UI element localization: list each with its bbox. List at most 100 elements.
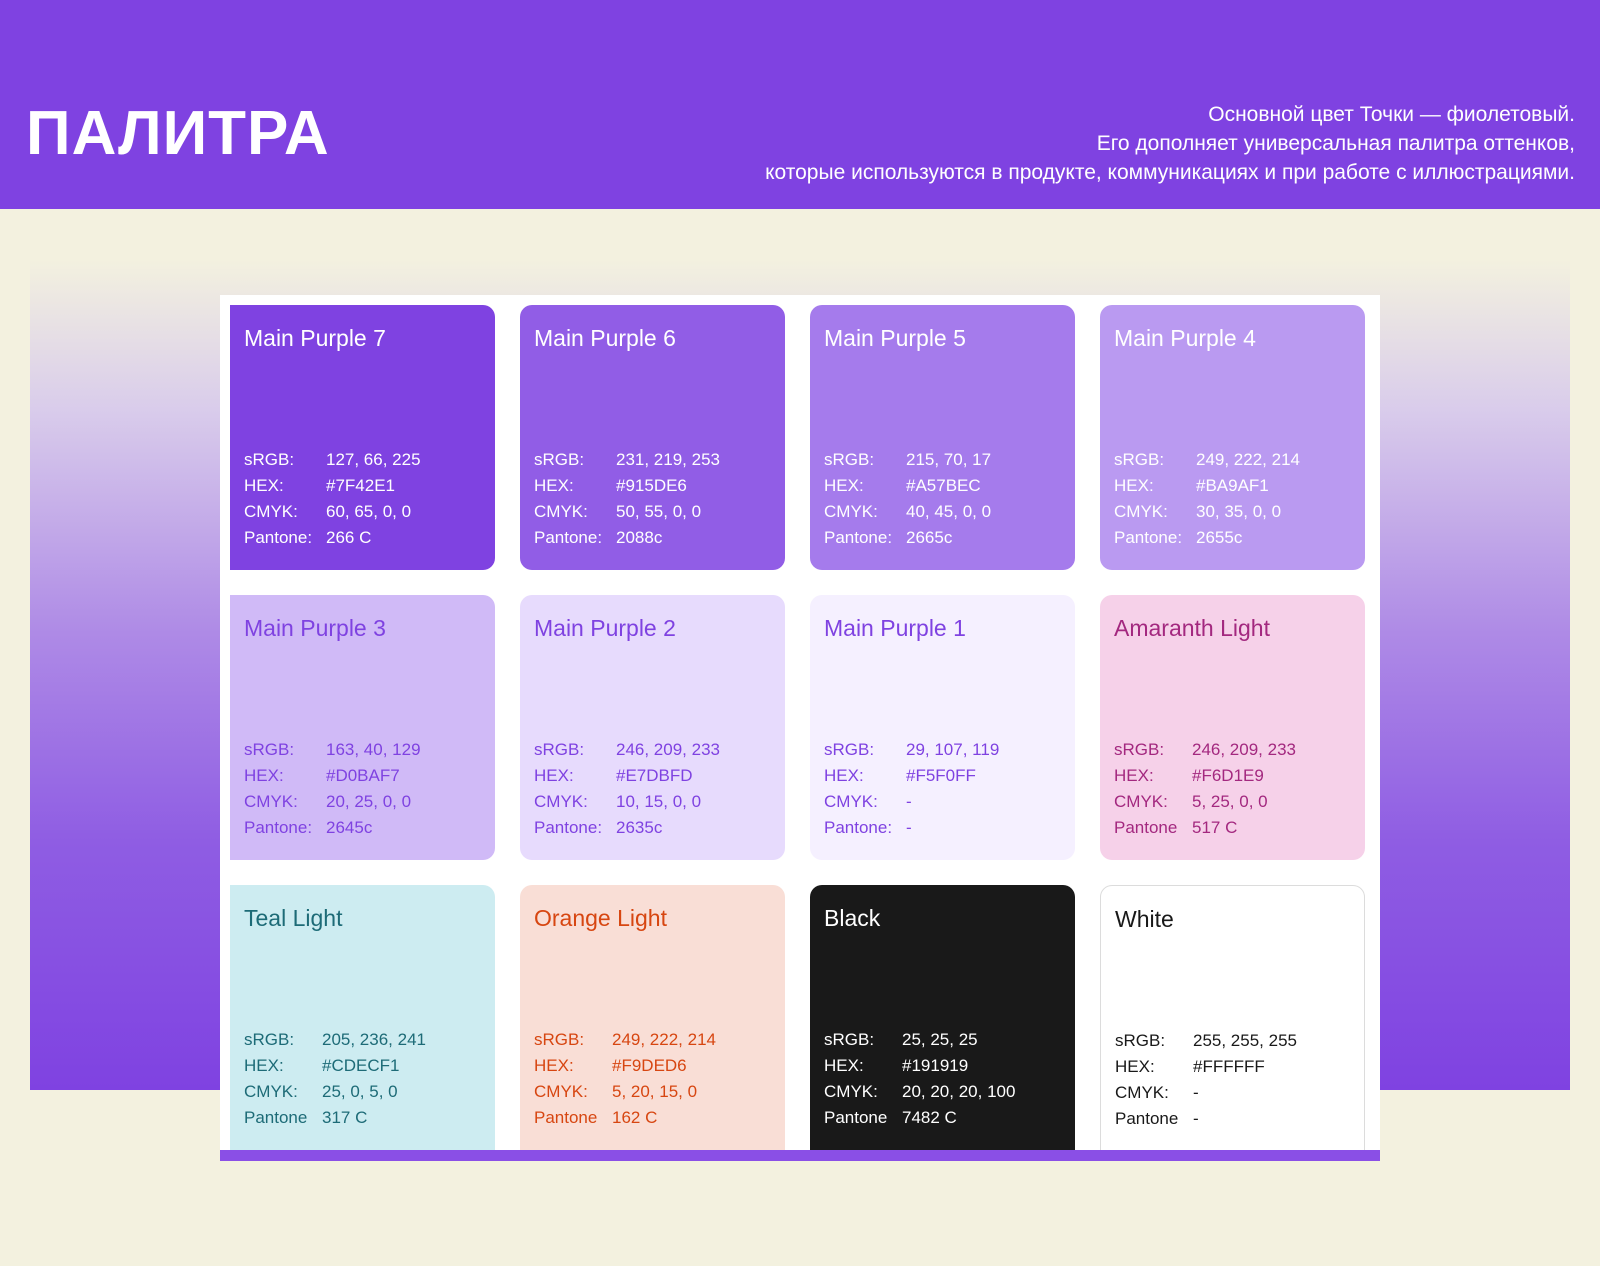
spec-row-pantone: Pantone 517 C — [1114, 815, 1296, 841]
spec-label-cmyk: CMYK: — [1114, 502, 1168, 521]
spec-value-cmyk: 5, 20, 15, 0 — [612, 1082, 698, 1101]
spec-label-srgb: sRGB: — [824, 740, 875, 759]
intro-line: которые используются в продукте, коммуни… — [765, 161, 1575, 184]
spec-value-srgb: 29, 107, 119 — [906, 740, 1000, 759]
spec-label-srgb: sRGB: — [824, 1030, 875, 1049]
spec-label-cmyk: CMYK: — [244, 1082, 298, 1101]
spec-label-srgb: sRGB: — [534, 450, 585, 469]
intro-line: Основной цвет Точки — фиолетовый. — [1208, 103, 1575, 126]
spec-row-hex: HEX: #F5F0FF — [824, 763, 999, 789]
spec-value-hex: #F6D1E9 — [1192, 766, 1264, 785]
spec-row-hex: HEX: #E7DBFD — [534, 763, 720, 789]
swatch-name: White — [1115, 906, 1174, 932]
spec-label-pantone: Pantone — [244, 1108, 308, 1127]
spec-label-cmyk: CMYK: — [824, 792, 878, 811]
spec-value-srgb: 127, 66, 225 — [326, 450, 421, 469]
spec-label-pantone: Pantone: — [1114, 528, 1183, 547]
swatch-specs: sRGB: 249, 222, 214 HEX: #BA9AF1 CMYK: 30, 35… — [1114, 447, 1300, 551]
spec-value-srgb: 163, 40, 129 — [326, 740, 421, 759]
spec-value-hex: #7F42E1 — [326, 476, 395, 495]
swatch-card: Main Purple 7 sRGB: 127, 66, 225 HEX: #7F42E… — [230, 305, 495, 570]
spec-row-srgb: sRGB: 205, 236, 241 — [244, 1027, 426, 1053]
spec-row-pantone: Pantone: 2645c — [244, 815, 421, 841]
swatch-card: Main Purple 5 sRGB: 215, 70, 17 HEX: #A57BEC… — [810, 305, 1075, 570]
spec-value-hex: #D0BAF7 — [326, 766, 400, 785]
spec-value-srgb: 205, 236, 241 — [322, 1030, 426, 1049]
spec-row-hex: HEX: #CDECF1 — [244, 1053, 426, 1079]
spec-label-hex: HEX: — [244, 766, 284, 785]
spec-label-srgb: sRGB: — [1115, 1031, 1166, 1050]
spec-value-hex: #915DE6 — [616, 476, 687, 495]
swatch-card: Black sRGB: 25, 25, 25 HEX: #191919 CMYK: 20, … — [810, 885, 1075, 1161]
spec-value-srgb: 246, 209, 233 — [616, 740, 720, 759]
spec-value-pantone: - — [1193, 1109, 1199, 1128]
swatch-name: Main Purple 2 — [534, 615, 676, 641]
swatch-specs: sRGB: 255, 255, 255 HEX: #FFFFFF CMYK: - Panto… — [1115, 1028, 1297, 1132]
intro-text: Основной цвет Точки — фиолетовый. Его до… — [575, 100, 1575, 187]
spec-label-srgb: sRGB: — [244, 450, 295, 469]
spec-row-hex: HEX: #D0BAF7 — [244, 763, 421, 789]
spec-label-pantone: Pantone: — [824, 528, 893, 547]
spec-label-hex: HEX: — [244, 476, 284, 495]
spec-label-srgb: sRGB: — [534, 740, 585, 759]
spec-value-pantone: 266 C — [326, 528, 372, 547]
spec-row-srgb: sRGB: 246, 209, 233 — [534, 737, 720, 763]
spec-label-cmyk: CMYK: — [534, 502, 588, 521]
spec-value-srgb: 215, 70, 17 — [906, 450, 992, 469]
intro-line: Его дополняет универсальная палитра отте… — [1096, 132, 1575, 155]
spec-row-pantone: Pantone 162 C — [534, 1105, 716, 1131]
swatch-card: White sRGB: 255, 255, 255 HEX: #FFFFFF CMYK: -… — [1100, 885, 1365, 1161]
spec-label-cmyk: CMYK: — [824, 1082, 878, 1101]
frame-right-edge — [1370, 295, 1380, 1161]
swatch-card: Main Purple 6 sRGB: 231, 219, 253 HEX: #915D… — [520, 305, 785, 570]
spec-value-pantone: - — [906, 818, 912, 837]
spec-label-cmyk: CMYK: — [824, 502, 878, 521]
spec-row-cmyk: CMYK: 60, 65, 0, 0 — [244, 499, 421, 525]
spec-row-pantone: Pantone: 2635c — [534, 815, 720, 841]
spec-label-hex: HEX: — [534, 476, 574, 495]
spec-label-hex: HEX: — [1114, 476, 1154, 495]
spec-row-pantone: Pantone: 2088c — [534, 525, 720, 551]
swatch-name: Main Purple 1 — [824, 615, 966, 641]
spec-value-pantone: 2655c — [1196, 528, 1243, 547]
spec-row-cmyk: CMYK: - — [1115, 1080, 1297, 1106]
spec-value-hex: #FFFFFF — [1193, 1057, 1265, 1076]
spec-label-srgb: sRGB: — [1114, 740, 1165, 759]
swatch-name: Main Purple 6 — [534, 325, 676, 351]
spec-value-srgb: 25, 25, 25 — [902, 1030, 978, 1049]
spec-row-hex: HEX: #191919 — [824, 1053, 1015, 1079]
spec-value-cmyk: 40, 45, 0, 0 — [906, 502, 992, 521]
spec-row-cmyk: CMYK: 50, 55, 0, 0 — [534, 499, 720, 525]
header-banner: ПАЛИТРА Основной цвет Точки — фиолетовый… — [0, 0, 1600, 209]
swatch-specs: sRGB: 127, 66, 225 HEX: #7F42E1 CMYK: 60, 65,… — [244, 447, 421, 551]
swatch-specs: sRGB: 246, 209, 233 HEX: #F6D1E9 CMYK: 5, 25,… — [1114, 737, 1296, 841]
spec-label-pantone: Pantone: — [824, 818, 893, 837]
swatch-specs: sRGB: 205, 236, 241 HEX: #CDECF1 CMYK: 25, 0,… — [244, 1027, 426, 1131]
spec-row-srgb: sRGB: 163, 40, 129 — [244, 737, 421, 763]
spec-value-pantone: 2665c — [906, 528, 953, 547]
spec-value-cmyk: 10, 15, 0, 0 — [616, 792, 702, 811]
spec-row-hex: HEX: #BA9AF1 — [1114, 473, 1300, 499]
swatch-specs: sRGB: 163, 40, 129 HEX: #D0BAF7 CMYK: 20, 25,… — [244, 737, 421, 841]
spec-value-pantone: 2088c — [616, 528, 663, 547]
spec-row-cmyk: CMYK: 30, 35, 0, 0 — [1114, 499, 1300, 525]
spec-row-cmyk: CMYK: - — [824, 789, 999, 815]
swatch-card: Main Purple 2 sRGB: 246, 209, 233 HEX: #E7DB… — [520, 595, 785, 860]
spec-label-srgb: sRGB: — [824, 450, 875, 469]
spec-value-cmyk: - — [1193, 1083, 1199, 1102]
spec-row-cmyk: CMYK: 20, 20, 20, 100 — [824, 1079, 1015, 1105]
spec-label-pantone: Pantone — [1114, 818, 1178, 837]
spec-label-hex: HEX: — [824, 766, 864, 785]
spec-value-cmyk: 20, 25, 0, 0 — [326, 792, 412, 811]
swatch-specs: sRGB: 25, 25, 25 HEX: #191919 CMYK: 20, 20, 2… — [824, 1027, 1015, 1131]
spec-label-cmyk: CMYK: — [1115, 1083, 1169, 1102]
swatch-name: Orange Light — [534, 905, 667, 931]
spec-label-hex: HEX: — [1114, 766, 1154, 785]
swatch-name: Main Purple 5 — [824, 325, 966, 351]
spec-row-hex: HEX: #915DE6 — [534, 473, 720, 499]
spec-value-pantone: 7482 C — [902, 1108, 957, 1127]
spec-row-cmyk: CMYK: 5, 20, 15, 0 — [534, 1079, 716, 1105]
spec-row-cmyk: CMYK: 40, 45, 0, 0 — [824, 499, 991, 525]
swatch-card: Orange Light sRGB: 249, 222, 214 HEX: #F9DED… — [520, 885, 785, 1161]
spec-value-pantone: 2635c — [616, 818, 663, 837]
